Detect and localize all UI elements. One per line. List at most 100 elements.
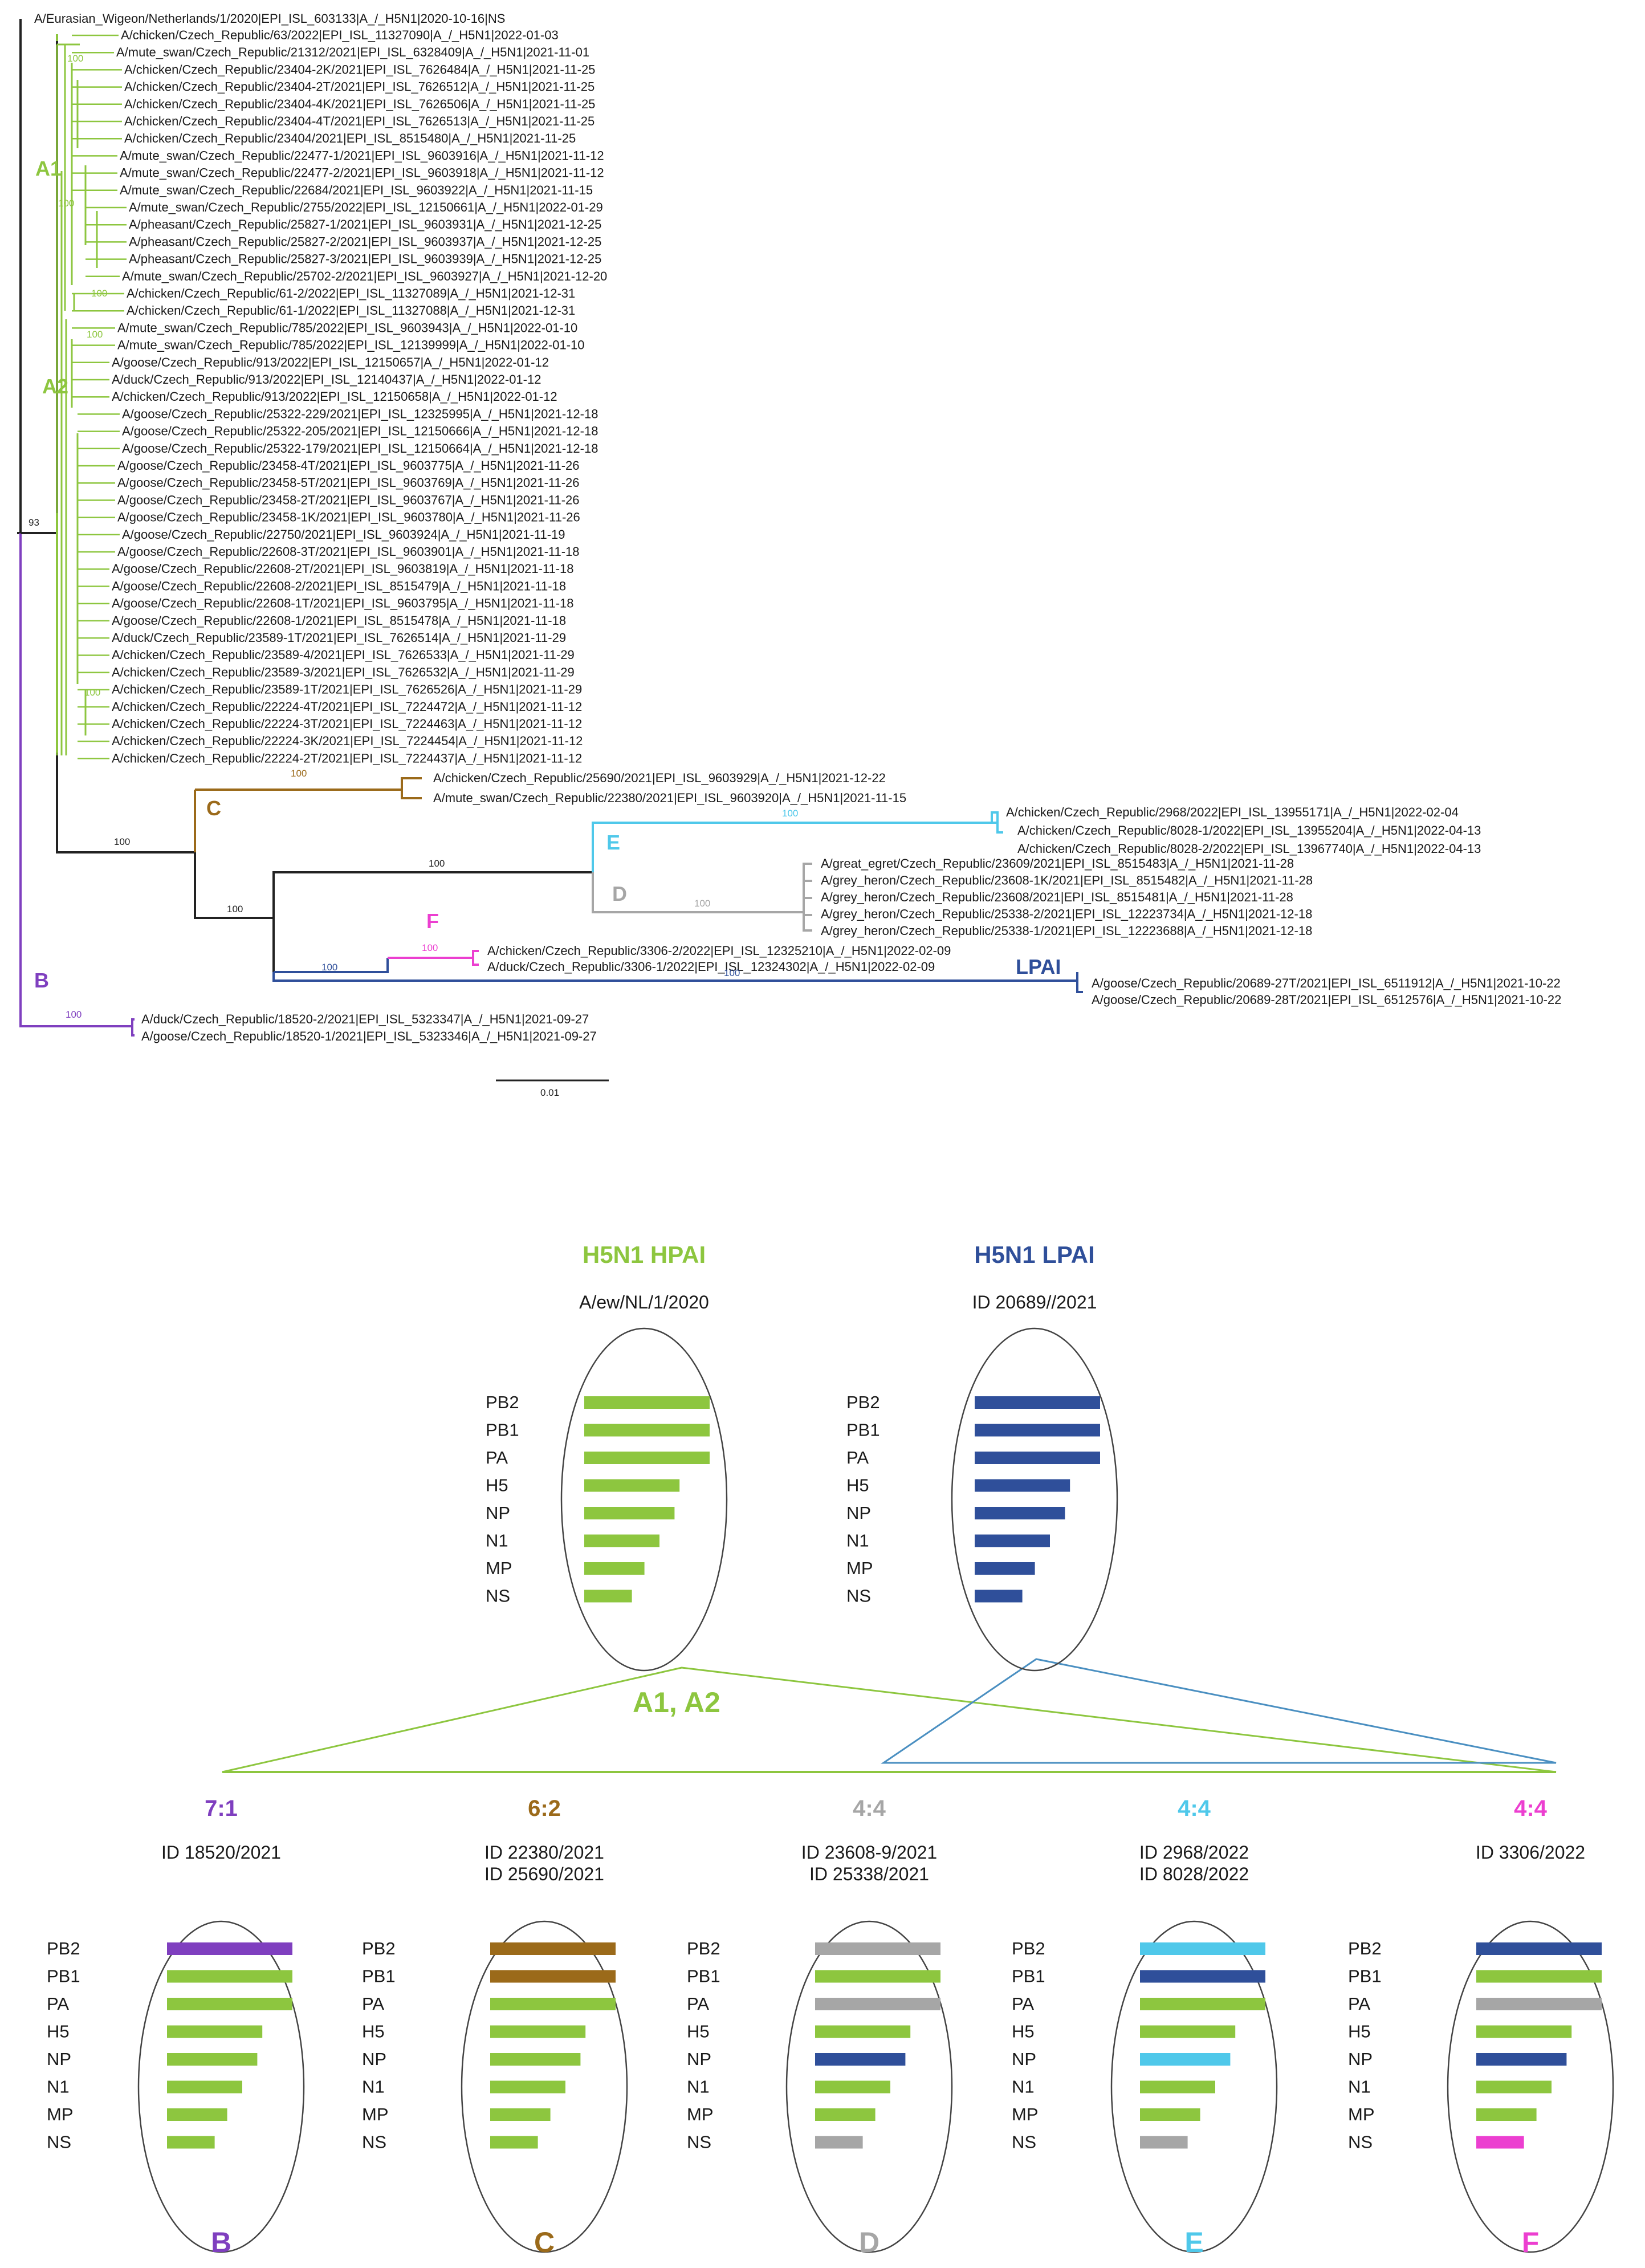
- clade-label-e: E: [606, 831, 620, 854]
- leaf-label: A/chicken/Czech_Republic/22224-2T/2021|E…: [112, 751, 582, 765]
- segment-label: PB1: [486, 1420, 519, 1440]
- genotype-ratio: 4:4: [1514, 1796, 1548, 1821]
- genotype-id: ID 8028/2022: [1139, 1864, 1249, 1884]
- segment-label: N1: [687, 2077, 710, 2097]
- segment-label: PB1: [1012, 1966, 1045, 1986]
- segment-label: NS: [362, 2132, 386, 2152]
- leaf-label: A/goose/Czech_Republic/20689-27T/2021|EP…: [1092, 976, 1561, 990]
- genotype-ratio: 4:4: [853, 1796, 886, 1821]
- genotype-id: ID 25690/2021: [484, 1864, 604, 1884]
- tree-root-branch: [17, 31, 32, 1027]
- leaf-label: A/chicken/Czech_Republic/63/2022|EPI_ISL…: [121, 28, 559, 42]
- segment-label: PA: [486, 1448, 508, 1468]
- segment-bar: [167, 2136, 215, 2149]
- genotype-ratio: 7:1: [205, 1796, 238, 1821]
- segment-label: NP: [47, 2049, 71, 2069]
- segment-label: NP: [486, 1503, 510, 1523]
- leaf-label: A/goose/Czech_Republic/22608-2T/2021|EPI…: [112, 562, 574, 576]
- bootstrap-a-sub1: 100: [91, 288, 107, 299]
- genotype-id: ID 3306/2022: [1476, 1842, 1585, 1863]
- segment-bar: [490, 1942, 616, 1955]
- clade-label-d: D: [612, 882, 627, 905]
- leaf-label: A/mute_swan/Czech_Republic/21312/2021|EP…: [116, 45, 589, 59]
- segment-label: NP: [687, 2049, 711, 2069]
- reassortment-schema: A1, A2 H5N1 HPAIA/ew/NL/1/2020PB2PB1PAH5…: [47, 1241, 1614, 2258]
- segment-bar: [584, 1562, 645, 1575]
- branch-lpai-tips: [1076, 972, 1083, 993]
- genotype-ellipse: [137, 1920, 305, 2253]
- parent-title: H5N1 LPAI: [974, 1241, 1095, 1268]
- genotype-ellipse: [461, 1920, 628, 2253]
- leaf-label: A/mute_swan/Czech_Republic/25702-2/2021|…: [122, 269, 607, 283]
- segment-bar: [584, 1396, 710, 1409]
- leaf-label: A/goose/Czech_Republic/23458-2T/2021|EPI…: [117, 493, 580, 507]
- bootstrap-a-top: 100: [67, 53, 83, 64]
- bootstrap-bc: 100: [114, 836, 130, 847]
- genotype-id: ID 23608-9/2021: [801, 1842, 937, 1863]
- leaf-label: A/chicken/Czech_Republic/22224-3T/2021|E…: [112, 717, 582, 731]
- leaf-label: A/Eurasian_Wigeon/Netherlands/1/2020|EPI…: [34, 11, 505, 26]
- segment-bar: [490, 2053, 581, 2066]
- leaf-label-group: A/Eurasian_Wigeon/Netherlands/1/2020|EPI…: [34, 11, 1561, 1043]
- leaf-label: A/grey_heron/Czech_Republic/23608/2021|E…: [821, 890, 1293, 904]
- segment-bar: [1476, 2025, 1572, 2038]
- segment-bar: [815, 1942, 940, 1955]
- segment-label: MP: [486, 1558, 512, 1578]
- branch-f-lpai: [274, 958, 389, 973]
- leaf-label: A/goose/Czech_Republic/25322-179/2021|EP…: [122, 441, 598, 456]
- segment-label: MP: [1012, 2104, 1039, 2124]
- segment-bar: [490, 2136, 538, 2149]
- segment-label: PB1: [687, 1966, 720, 1986]
- segment-bar: [1476, 2080, 1552, 2094]
- segment-label: NS: [1348, 2132, 1373, 2152]
- leaf-label: A/duck/Czech_Republic/913/2022|EPI_ISL_1…: [112, 372, 541, 387]
- bootstrap-c: 100: [291, 768, 307, 779]
- branch-lpai: [272, 972, 1077, 982]
- segment-bar: [975, 1424, 1100, 1437]
- leaf-label: A/goose/Czech_Republic/22608-2/2021|EPI_…: [112, 579, 566, 593]
- leaf-label: A/goose/Czech_Republic/22608-3T/2021|EPI…: [117, 544, 580, 559]
- leaf-label: A/chicken/Czech_Republic/23589-4/2021|EP…: [112, 648, 575, 662]
- segment-bar: [975, 1562, 1035, 1575]
- genotype-id: ID 22380/2021: [484, 1842, 604, 1863]
- segment-bar: [1140, 1970, 1265, 1983]
- leaf-label: A/pheasant/Czech_Republic/25827-3/2021|E…: [129, 252, 601, 266]
- parent-id: ID 20689//2021: [972, 1292, 1097, 1312]
- segment-bar: [584, 1424, 710, 1437]
- segment-bar: [815, 2136, 863, 2149]
- segment-label: H5: [846, 1476, 869, 1495]
- leaf-label: A/great_egret/Czech_Republic/23609/2021|…: [821, 856, 1294, 871]
- segment-label: PB1: [362, 1966, 396, 1986]
- bootstrap-root: 93: [28, 517, 39, 528]
- leaf-label: A/chicken/Czech_Republic/22224-3K/2021|E…: [112, 734, 583, 748]
- genotype-b: 7:1 ID 18520/2021 PB2 PB1 PA H5 NP N1 MP NS B: [47, 1796, 305, 2258]
- leaf-label: A/goose/Czech_Republic/25322-205/2021|EP…: [122, 424, 598, 438]
- leaf-label: A/chicken/Czech_Republic/61-2/2022|EPI_I…: [127, 286, 575, 300]
- bootstrap-cdef: 100: [227, 904, 243, 914]
- segment-bar: [584, 1479, 680, 1492]
- branch-clade-e: [592, 811, 1003, 872]
- segment-label: PB1: [846, 1420, 880, 1440]
- segment-label: H5: [1012, 2022, 1035, 2042]
- segment-label: PA: [47, 1994, 69, 2014]
- genotype-letter: E: [1184, 2226, 1203, 2258]
- segment-label: NS: [486, 1586, 510, 1606]
- leaf-label: A/duck/Czech_Republic/3306-1/2022|EPI_IS…: [487, 960, 935, 974]
- segment-bar: [490, 1998, 616, 2010]
- branch-clade-a-subtree: [56, 43, 98, 755]
- parent-clades-label: A1, A2: [633, 1686, 720, 1718]
- segment-bar: [1476, 2053, 1567, 2066]
- scale-bar-label: 0.01: [540, 1087, 559, 1098]
- leaf-label: A/duck/Czech_Republic/23589-1T/2021|EPI_…: [112, 631, 566, 645]
- segment-label: N1: [362, 2077, 385, 2097]
- leaf-label: A/mute_swan/Czech_Republic/22684/2021|EP…: [120, 183, 593, 197]
- segment-label: PB2: [1348, 1938, 1382, 1958]
- leaf-label: A/chicken/Czech_Republic/8028-1/2022|EPI…: [1017, 823, 1481, 838]
- bootstrap-a-sub2: 100: [87, 329, 103, 340]
- segment-label: NP: [846, 1503, 871, 1523]
- parent-ellipse: [951, 1327, 1118, 1672]
- segment-label: N1: [1348, 2077, 1371, 2097]
- segment-bar: [490, 2025, 586, 2038]
